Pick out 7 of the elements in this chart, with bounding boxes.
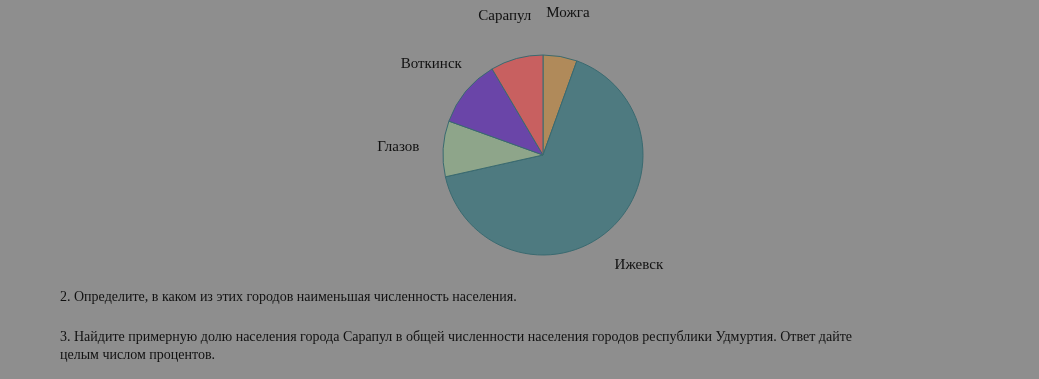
slice-label: Можга — [546, 4, 590, 21]
slice-label: Глазов — [377, 137, 420, 154]
text: 2. Определите, в каком из этих городов наименьшая численность населения. — [60, 289, 517, 304]
slice-label: Воткинск — [400, 54, 463, 71]
slice-label: Сарапул — [478, 7, 532, 24]
slice-label: Ижевск — [614, 255, 664, 272]
text: 3. Найдите примерную долю населения города Сарапул в общей численности населения городов республики Удмуртия. Ответ дайте целым числом процентов. — [60, 329, 853, 362]
